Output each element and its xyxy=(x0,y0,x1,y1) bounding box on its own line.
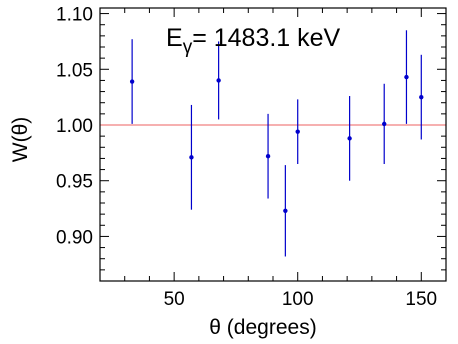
data-point xyxy=(295,129,300,134)
annotation-subscript: γ xyxy=(183,37,193,58)
x-tick-label: 50 xyxy=(164,289,185,310)
plot-frame xyxy=(99,7,447,282)
energy-annotation: Eγ= 1483.1 keV xyxy=(166,24,341,58)
annotation-text: = 1483.1 keV xyxy=(192,24,340,52)
data-point xyxy=(283,208,288,213)
data-point xyxy=(189,155,194,160)
axis-ticks xyxy=(99,8,447,282)
y-tick-label: 1.00 xyxy=(56,116,93,137)
x-tick-label: 150 xyxy=(405,289,437,310)
y-tick-label: 1.10 xyxy=(56,5,93,26)
x-axis-label: θ (degrees) xyxy=(209,316,316,339)
x-tick-label: 100 xyxy=(282,289,314,310)
data-point xyxy=(129,79,135,84)
y-tick-label: 0.90 xyxy=(56,227,93,248)
y-tick-label: 1.05 xyxy=(56,60,93,81)
data-point xyxy=(347,136,352,141)
data-point xyxy=(216,78,221,83)
data-points xyxy=(129,30,424,257)
y-tick-label: 0.95 xyxy=(56,172,93,193)
data-point xyxy=(382,121,387,127)
data-point xyxy=(419,94,424,100)
data-point xyxy=(404,74,409,80)
annotation-prefix: E xyxy=(166,24,183,52)
data-point xyxy=(265,154,271,159)
tick-labels: 50 100 150 0.90 0.95 1.00 1.05 1.10 xyxy=(56,5,437,310)
y-axis-label: W(θ) xyxy=(9,117,32,163)
